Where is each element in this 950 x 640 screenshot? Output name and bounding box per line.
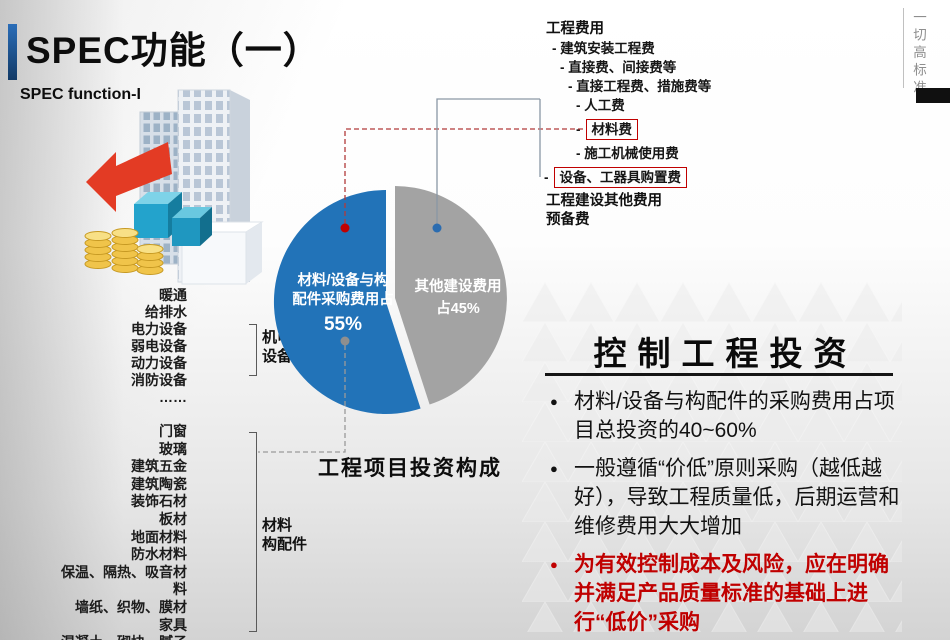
pie-slice-other	[395, 186, 507, 405]
cost-item: - 直接费、间接费等	[560, 60, 677, 75]
cost-heading: 工程建设其他费用	[546, 193, 662, 209]
cost-item: - 直接工程费、措施费等	[568, 79, 712, 94]
cost-item-equipment-fee: - 设备、工器具购置费	[540, 167, 770, 188]
panel-title: 控制工程投资	[593, 335, 858, 372]
strip-divider	[903, 8, 904, 88]
pie-label-other-line2: 占45%	[436, 299, 480, 317]
list-item: 暖通	[159, 287, 187, 303]
bullet-item: 材料/设备与构配件的采购费用占项目总投资的40~60%	[548, 387, 902, 445]
materials-bracket	[249, 432, 257, 632]
cost-item: - 人工费	[576, 98, 625, 113]
list-item: 装饰石材	[131, 493, 187, 510]
pie-label-materials-line2: 配件采购费用占	[292, 290, 394, 308]
list-item: 电力设备	[131, 321, 187, 337]
list-item: 保温、隔热、吸音材料	[61, 563, 187, 598]
list-item: 弱电设备	[131, 338, 187, 354]
page-title: SPEC功能（一）	[26, 30, 321, 71]
red-box: 材料费	[585, 119, 638, 140]
bullet-item-emphasis: 为有效控制成本及风险，应在明确并满足产品质量标准的基础上进行“低价”采购	[548, 550, 902, 637]
pie-chart: 材料/设备与构 配件采购费用占 55% 其他建设费用 占45%	[273, 186, 507, 414]
label-line: 构配件	[262, 536, 308, 553]
panel-bullets: 材料/设备与构配件的采购费用占项目总投资的40~60% 一般遵循“价低”原则采购…	[548, 387, 902, 640]
list-item: 建筑陶瓷	[131, 475, 187, 492]
coin-stacks	[84, 228, 164, 275]
materials-list: 门窗 玻璃 建筑五金 建筑陶瓷 装饰石材 板材 地面材料 防水材料 保温、隔热、…	[55, 423, 187, 640]
materials-label: 材料 构配件	[262, 516, 307, 554]
construction-illustration	[84, 89, 264, 285]
list-item: 板材	[159, 510, 187, 527]
red-box: 设备、工器具购置费	[553, 167, 687, 188]
label-line: 材料	[262, 517, 293, 534]
red-arrow	[86, 142, 172, 212]
dash: -	[576, 122, 581, 137]
list-item: 防水材料	[131, 546, 187, 563]
list-item: 家具	[159, 616, 187, 633]
cost-heading: 工程费用	[546, 21, 604, 37]
cost-heading: 预备费	[546, 212, 590, 228]
cost-item: - 施工机械使用费	[576, 146, 679, 161]
mep-list: 暖通 给排水 电力设备 弱电设备 动力设备 消防设备 ……	[95, 287, 187, 406]
page-subtitle: SPEC function-I	[20, 86, 141, 103]
bullet-item: 一般遵循“价低”原则采购（越低越好），导致工程质量低，后期运营和维修费用大大增加	[548, 454, 902, 541]
building-low	[180, 221, 264, 285]
list-item: 墙纸、织物、膜材	[75, 598, 187, 615]
pie-label-other-line1: 其他建设费用	[415, 277, 502, 295]
mep-bracket	[249, 324, 257, 376]
cost-item: - 建筑安装工程费	[552, 41, 655, 56]
list-item: 门窗	[159, 423, 187, 439]
vertical-motto: 一切高标准	[911, 10, 926, 98]
list-item: 玻璃	[159, 440, 187, 457]
pie-caption: 工程项目投资构成	[318, 457, 502, 480]
list-item: 消防设备	[131, 372, 187, 388]
list-item: 混凝土、砌块、腻子	[55, 634, 187, 640]
list-item: 给排水	[145, 304, 187, 320]
teal-boxes	[134, 192, 212, 246]
cost-breakdown-list: 工程费用 - 建筑安装工程费 - 直接费、间接费等 - 直接工程费、措施费等 -…	[540, 20, 770, 230]
list-item: ……	[159, 389, 187, 405]
black-tab	[916, 88, 950, 103]
list-item: 动力设备	[131, 355, 187, 371]
list-item: 建筑五金	[131, 458, 187, 475]
pie-value-materials: 55%	[324, 314, 362, 335]
cost-item-materials-fee: - 材料费	[540, 119, 770, 140]
list-item: 地面材料	[131, 528, 187, 545]
panel-rule	[545, 373, 893, 376]
dash: -	[544, 170, 549, 185]
pie-label-materials-line1: 材料/设备与构	[297, 271, 388, 289]
title-accent-bar	[8, 24, 17, 80]
